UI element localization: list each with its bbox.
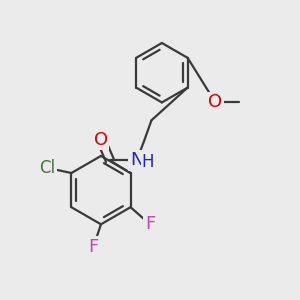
Text: O: O bbox=[94, 130, 108, 148]
Text: O: O bbox=[208, 93, 223, 111]
Text: H: H bbox=[142, 153, 154, 171]
Text: F: F bbox=[145, 215, 155, 233]
Text: F: F bbox=[88, 238, 99, 256]
Text: Cl: Cl bbox=[39, 159, 56, 177]
Text: N: N bbox=[130, 152, 143, 169]
